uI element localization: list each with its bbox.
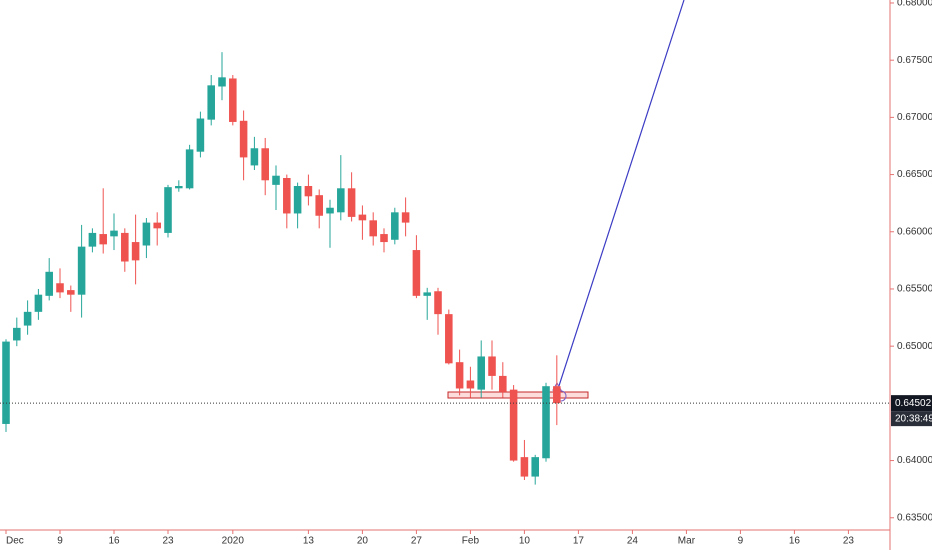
- zone-rectangle: [447, 391, 589, 399]
- candle-body: [88, 232, 97, 247]
- candle-body: [509, 389, 518, 461]
- y-tick-label: 0.68000: [897, 0, 932, 9]
- x-tick-label: 23: [843, 536, 855, 547]
- candle-body: [304, 186, 313, 197]
- candle-body: [423, 292, 431, 296]
- y-tick-label: 0.66000: [897, 226, 932, 237]
- y-tick-label: 0.63500: [897, 512, 932, 523]
- candle-body: [347, 188, 356, 217]
- y-tick-label: 0.67500: [897, 55, 932, 66]
- candle-body: [401, 212, 410, 223]
- candle-body: [272, 175, 280, 185]
- candle-body: [315, 195, 323, 216]
- x-tick-label: 9: [738, 536, 744, 547]
- x-tick-label: Feb: [462, 536, 480, 547]
- x-tick-label: 17: [573, 536, 585, 547]
- countdown-label: 20:38:49: [895, 413, 932, 424]
- candle-body: [520, 457, 529, 477]
- candle-body: [196, 118, 205, 152]
- candle-body: [369, 220, 377, 237]
- x-tick-label: 9: [57, 536, 63, 547]
- candle-body: [185, 149, 194, 189]
- x-tick-label: 16: [789, 536, 801, 547]
- candle-body: [77, 246, 86, 295]
- candle-body: [358, 214, 367, 221]
- candle-body: [34, 294, 43, 312]
- y-tick-label: 0.67000: [897, 112, 932, 123]
- candle-body: [293, 186, 302, 214]
- candle-body: [110, 230, 118, 237]
- candle-body: [380, 234, 388, 243]
- candle-body: [23, 311, 32, 326]
- x-tick-label: 16: [108, 536, 120, 547]
- x-tick-label: 23: [162, 536, 174, 547]
- candle-body: [477, 356, 485, 390]
- candle-body: [337, 188, 345, 213]
- candle-body: [239, 120, 248, 158]
- candle-body: [466, 380, 475, 389]
- last-price-tag: [891, 395, 932, 412]
- candle-body: [391, 212, 399, 240]
- candle-body: [45, 271, 53, 296]
- candle-body: [175, 186, 183, 189]
- candle-body: [99, 234, 107, 245]
- x-tick-label: Dec: [6, 536, 24, 547]
- x-tick-label: 10: [519, 536, 531, 547]
- candle-body: [445, 314, 453, 364]
- candle-body: [218, 77, 226, 87]
- candle-body: [13, 327, 21, 341]
- candle-body: [412, 250, 421, 296]
- candle-body: [56, 283, 64, 293]
- candle-body: [542, 386, 550, 459]
- y-tick-label: 0.65500: [897, 284, 932, 295]
- candle-body: [207, 85, 215, 120]
- candle-body: [261, 148, 269, 181]
- candle-body: [121, 232, 129, 262]
- candle-body: [2, 341, 10, 424]
- last-price-label: 0.64502: [895, 398, 932, 409]
- candle-body: [229, 78, 237, 122]
- candle-body: [131, 242, 140, 261]
- x-tick-label: 13: [303, 536, 315, 547]
- candle-body: [434, 291, 442, 315]
- x-tick-label: 2020: [222, 536, 245, 547]
- candle-body: [164, 187, 172, 233]
- candle-body: [67, 290, 75, 295]
- candle-body: [455, 362, 464, 389]
- candle-body: [499, 375, 507, 392]
- x-tick-label: 24: [627, 536, 639, 547]
- candle-body: [283, 178, 291, 214]
- candle-body: [488, 356, 496, 376]
- candle-body: [142, 222, 151, 246]
- candle-body: [553, 386, 561, 404]
- y-tick-label: 0.64000: [897, 455, 932, 466]
- x-tick-label: Mar: [678, 536, 696, 547]
- candle-body: [531, 457, 539, 477]
- candle-body: [153, 222, 161, 229]
- x-tick-label: 20: [357, 536, 369, 547]
- y-tick-label: 0.65000: [897, 341, 932, 352]
- candle-body: [326, 207, 334, 214]
- trend-line: [556, 0, 685, 393]
- countdown-tag: [891, 411, 932, 427]
- x-tick-label: 27: [411, 536, 423, 547]
- candle-body: [250, 148, 259, 166]
- y-tick-label: 0.66500: [897, 169, 932, 180]
